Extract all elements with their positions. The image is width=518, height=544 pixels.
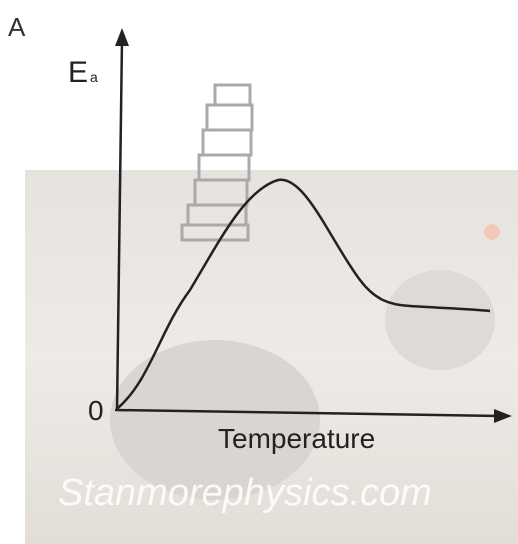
- light: [484, 224, 500, 240]
- watermark: Stanmorephysics.com: [58, 472, 432, 514]
- figure-label: A: [8, 12, 26, 42]
- tower-icon: [180, 83, 254, 242]
- y-axis-label: E: [68, 56, 88, 89]
- y-axis-subscript: a: [90, 69, 98, 85]
- curve: [117, 178, 491, 409]
- x-axis-label: Temperature: [218, 423, 375, 454]
- axes: [114, 39, 501, 418]
- origin-label: 0: [88, 395, 104, 426]
- pot: [110, 340, 320, 500]
- pot: [385, 270, 495, 370]
- y-arrow: [115, 28, 129, 46]
- x-arrow: [494, 409, 512, 423]
